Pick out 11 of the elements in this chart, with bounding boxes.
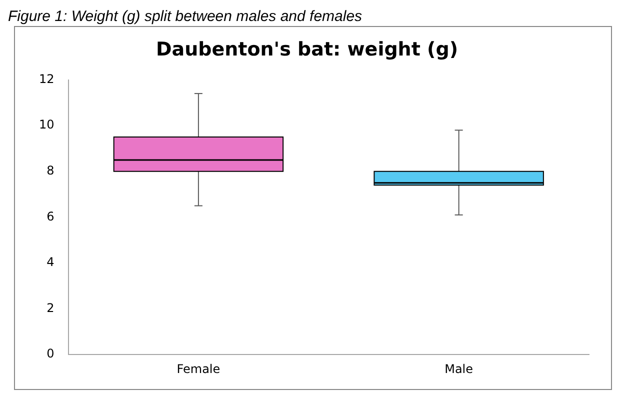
x-tick-label: Female: [176, 362, 220, 376]
y-tick-label: 0: [46, 346, 54, 361]
y-tick-label: 8: [46, 164, 54, 178]
y-tick-label: 12: [38, 72, 54, 86]
y-tick-label: 2: [46, 300, 54, 315]
y-tick-label: 6: [46, 209, 54, 224]
caption: Figure 1: Weight (g) split between males and females: [8, 8, 364, 26]
y-tick-label: 10: [38, 118, 54, 132]
x-tick-label: Male: [444, 362, 474, 376]
y-tick-label: 4: [46, 255, 54, 270]
chart-title: Daubenton's bat: weight (g): [156, 38, 458, 60]
